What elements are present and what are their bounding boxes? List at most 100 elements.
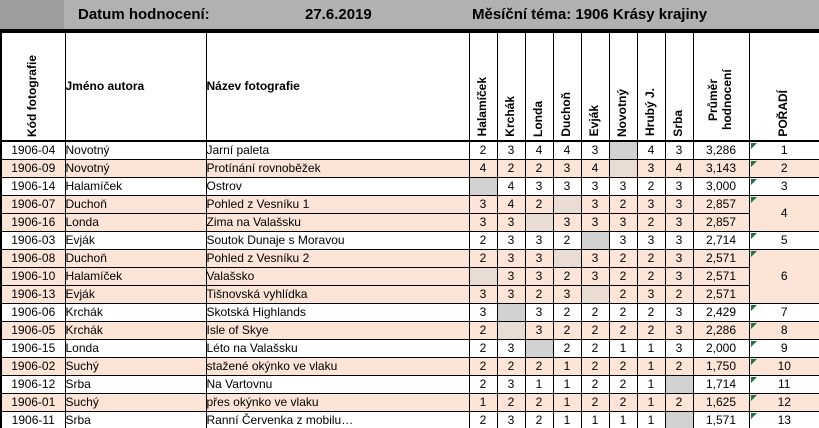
crossed-score-cell[interactable] bbox=[496, 320, 526, 340]
score-cell[interactable]: 4 bbox=[636, 140, 666, 160]
score-cell[interactable]: 2 bbox=[580, 320, 610, 340]
score-cell[interactable]: 3 bbox=[636, 158, 666, 178]
rank-cell[interactable]: 5 bbox=[748, 230, 819, 250]
crossed-score-cell[interactable] bbox=[524, 338, 554, 358]
average-cell[interactable]: 1,625 bbox=[692, 392, 750, 412]
average-cell[interactable]: 3,143 bbox=[692, 158, 750, 178]
score-cell[interactable]: 2 bbox=[664, 356, 694, 376]
score-cell[interactable]: 2 bbox=[664, 284, 694, 304]
score-cell[interactable]: 3 bbox=[664, 320, 694, 340]
author-cell[interactable]: Evják bbox=[64, 284, 207, 304]
photo-code-cell[interactable]: 1906-15 bbox=[0, 338, 66, 358]
score-cell[interactable]: 2 bbox=[608, 266, 638, 286]
score-cell[interactable]: 3 bbox=[524, 320, 554, 340]
score-cell[interactable]: 3 bbox=[664, 230, 694, 250]
average-cell[interactable]: 2,571 bbox=[692, 284, 750, 304]
score-cell[interactable]: 3 bbox=[496, 266, 526, 286]
score-cell[interactable]: 2 bbox=[552, 230, 582, 250]
score-cell[interactable]: 2 bbox=[552, 320, 582, 340]
score-cell[interactable]: 2 bbox=[608, 284, 638, 304]
score-cell[interactable]: 3 bbox=[636, 230, 666, 250]
score-cell[interactable]: 3 bbox=[496, 410, 526, 428]
photo-title-cell[interactable]: Skotská Highlands bbox=[205, 302, 470, 322]
score-cell[interactable]: 1 bbox=[552, 374, 582, 394]
score-cell[interactable]: 2 bbox=[664, 392, 694, 412]
photo-title-cell[interactable]: Na Vartovnu bbox=[205, 374, 470, 394]
score-cell[interactable]: 2 bbox=[608, 302, 638, 322]
score-cell[interactable]: 2 bbox=[636, 248, 666, 268]
score-cell[interactable]: 3 bbox=[580, 266, 610, 286]
photo-title-cell[interactable]: Zima na Valašsku bbox=[205, 212, 470, 232]
photo-title-cell[interactable]: stažené okýnko ve vlaku bbox=[205, 356, 470, 376]
crossed-score-cell[interactable] bbox=[608, 140, 638, 160]
score-cell[interactable]: 2 bbox=[608, 320, 638, 340]
photo-code-cell[interactable]: 1906-16 bbox=[0, 212, 66, 232]
author-cell[interactable]: Srba bbox=[64, 374, 207, 394]
score-cell[interactable]: 2 bbox=[608, 356, 638, 376]
average-cell[interactable]: 1,714 bbox=[692, 374, 750, 394]
crossed-score-cell[interactable] bbox=[468, 176, 498, 196]
score-cell[interactable]: 1 bbox=[608, 410, 638, 428]
score-cell[interactable]: 3 bbox=[552, 284, 582, 304]
score-cell[interactable]: 3 bbox=[496, 248, 526, 268]
average-cell[interactable]: 1,571 bbox=[692, 410, 750, 428]
score-cell[interactable]: 2 bbox=[580, 338, 610, 358]
photo-code-cell[interactable]: 1906-02 bbox=[0, 356, 66, 376]
average-cell[interactable]: 1,750 bbox=[692, 356, 750, 376]
score-cell[interactable]: 2 bbox=[636, 266, 666, 286]
rank-cell[interactable]: 8 bbox=[748, 320, 819, 340]
average-cell[interactable]: 2,857 bbox=[692, 194, 750, 214]
score-cell[interactable]: 4 bbox=[468, 158, 498, 178]
crossed-score-cell[interactable] bbox=[580, 284, 610, 304]
score-cell[interactable]: 2 bbox=[524, 356, 554, 376]
score-cell[interactable]: 3 bbox=[468, 212, 498, 232]
photo-title-cell[interactable]: Ostrov bbox=[205, 176, 470, 196]
average-cell[interactable]: 2,000 bbox=[692, 338, 750, 358]
score-cell[interactable]: 2 bbox=[636, 302, 666, 322]
score-cell[interactable]: 4 bbox=[496, 176, 526, 196]
crossed-score-cell[interactable] bbox=[468, 266, 498, 286]
score-cell[interactable]: 2 bbox=[524, 284, 554, 304]
score-cell[interactable]: 3 bbox=[664, 176, 694, 196]
score-cell[interactable]: 3 bbox=[664, 338, 694, 358]
crossed-score-cell[interactable] bbox=[552, 194, 582, 214]
average-cell[interactable]: 2,429 bbox=[692, 302, 750, 322]
rank-cell[interactable]: 9 bbox=[748, 338, 819, 358]
score-cell[interactable]: 2 bbox=[468, 338, 498, 358]
score-cell[interactable]: 2 bbox=[468, 140, 498, 160]
score-cell[interactable]: 1 bbox=[636, 356, 666, 376]
score-cell[interactable]: 2 bbox=[636, 320, 666, 340]
score-cell[interactable]: 2 bbox=[608, 374, 638, 394]
score-cell[interactable]: 3 bbox=[664, 248, 694, 268]
photo-title-cell[interactable]: Jarní paleta bbox=[205, 140, 470, 160]
author-cell[interactable]: Suchý bbox=[64, 356, 207, 376]
score-cell[interactable]: 2 bbox=[468, 248, 498, 268]
photo-title-cell[interactable]: Valašsko bbox=[205, 266, 470, 286]
score-cell[interactable]: 1 bbox=[552, 410, 582, 428]
score-cell[interactable]: 3 bbox=[496, 284, 526, 304]
score-cell[interactable]: 3 bbox=[664, 194, 694, 214]
photo-code-cell[interactable]: 1906-12 bbox=[0, 374, 66, 394]
score-cell[interactable]: 3 bbox=[496, 230, 526, 250]
rank-cell[interactable]: 3 bbox=[748, 176, 819, 196]
score-cell[interactable]: 2 bbox=[496, 158, 526, 178]
photo-title-cell[interactable]: Tišnovská vyhlídka bbox=[205, 284, 470, 304]
photo-code-cell[interactable]: 1906-03 bbox=[0, 230, 66, 250]
score-cell[interactable]: 3 bbox=[468, 194, 498, 214]
score-cell[interactable]: 2 bbox=[580, 302, 610, 322]
crossed-score-cell[interactable] bbox=[580, 230, 610, 250]
score-cell[interactable]: 2 bbox=[580, 392, 610, 412]
score-cell[interactable]: 2 bbox=[468, 230, 498, 250]
score-cell[interactable]: 4 bbox=[664, 158, 694, 178]
rank-cell[interactable]: 12 bbox=[748, 392, 819, 412]
score-cell[interactable]: 3 bbox=[580, 248, 610, 268]
score-cell[interactable]: 3 bbox=[524, 302, 554, 322]
score-cell[interactable]: 2 bbox=[608, 392, 638, 412]
crossed-score-cell[interactable] bbox=[664, 410, 694, 428]
score-cell[interactable]: 1 bbox=[636, 374, 666, 394]
photo-code-cell[interactable]: 1906-07 bbox=[0, 194, 66, 214]
crossed-score-cell[interactable] bbox=[524, 212, 554, 232]
author-cell[interactable]: Novotný bbox=[64, 158, 207, 178]
score-cell[interactable]: 2 bbox=[552, 302, 582, 322]
score-cell[interactable]: 3 bbox=[496, 140, 526, 160]
